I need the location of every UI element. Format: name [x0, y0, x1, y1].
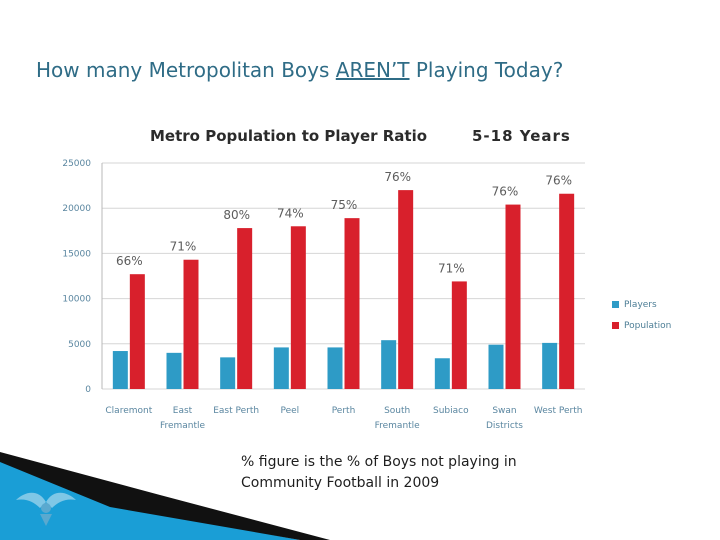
percent-label: 80%	[223, 208, 250, 222]
x-tick-label: Perth	[332, 406, 356, 416]
population-bar	[344, 218, 360, 389]
percent-label: 71%	[438, 261, 465, 275]
title-text-start: How many Metropolitan Boys	[36, 58, 336, 82]
percent-label: 76%	[492, 185, 519, 199]
y-tick-label: 5000	[68, 340, 91, 350]
population-bar	[505, 204, 521, 389]
x-tick-label: Peel	[280, 406, 299, 416]
chart-subtitle: 5-18 Years	[472, 127, 571, 145]
y-tick-label: 20000	[62, 204, 91, 214]
legend-item-population: Population	[612, 315, 671, 336]
legend-label-players: Players	[624, 299, 657, 310]
x-tick-label: East	[173, 406, 193, 416]
legend-item-players: Players	[612, 294, 671, 315]
legend-label-population: Population	[624, 320, 672, 331]
players-bar	[220, 357, 236, 389]
x-tick-label: South	[384, 406, 410, 416]
decor-blue-swoosh	[0, 458, 300, 540]
population-bar	[237, 228, 253, 389]
legend-swatch-population	[612, 322, 619, 329]
population-bar	[183, 259, 199, 389]
y-tick-label: 15000	[62, 249, 91, 259]
players-bar	[112, 351, 128, 389]
legend-swatch-players	[612, 301, 619, 308]
players-bar	[166, 352, 182, 389]
title-emphasis: AREN’T	[335, 58, 410, 82]
players-bar	[542, 342, 558, 389]
y-tick-label: 25000	[62, 159, 91, 169]
players-bar	[434, 358, 450, 389]
percent-label: 74%	[277, 206, 304, 220]
population-bar	[398, 190, 414, 389]
x-tick-label: Fremantle	[375, 421, 421, 431]
x-tick-label: East Perth	[213, 406, 259, 416]
x-tick-label: Fremantle	[160, 421, 206, 431]
chart-legend: Players Population	[612, 294, 671, 336]
title-text-end: Playing Today?	[409, 58, 564, 82]
x-tick-label: Districts	[486, 421, 523, 431]
population-bar	[129, 274, 145, 389]
population-bar	[559, 193, 575, 389]
players-bar	[327, 347, 343, 389]
x-tick-label: Subiaco	[433, 406, 469, 416]
slide-title: How many Metropolitan Boys AREN’T Playin…	[36, 58, 563, 82]
y-tick-label: 0	[85, 385, 91, 395]
percent-label: 76%	[384, 170, 411, 184]
population-bar	[451, 281, 467, 389]
players-bar	[381, 340, 397, 389]
percent-label: 66%	[116, 254, 143, 268]
footnote: % figure is the % of Boys not playing in…	[241, 454, 517, 491]
x-tick-label: Swan	[492, 406, 516, 416]
population-bar	[290, 226, 306, 389]
y-tick-label: 10000	[62, 295, 91, 305]
players-bar	[273, 347, 289, 389]
percent-label: 76%	[545, 174, 572, 188]
x-tick-label: West Perth	[534, 406, 583, 416]
x-tick-label: Claremont	[105, 406, 152, 416]
chart-title: Metro Population to Player Ratio	[150, 127, 428, 145]
eagle-logo-icon	[16, 492, 76, 526]
percent-label: 75%	[331, 198, 358, 212]
percent-label: 71%	[170, 240, 197, 254]
players-bar	[488, 344, 504, 389]
